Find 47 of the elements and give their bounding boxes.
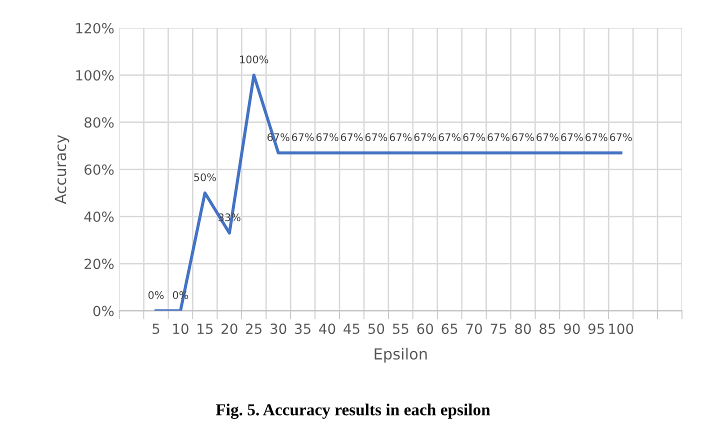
x-tick-label: 5	[152, 324, 160, 334]
data-label: 67%	[365, 133, 388, 142]
text: Fig. 5. Accuracy results in each epsilon	[216, 404, 490, 419]
data-label: 67%	[292, 133, 314, 142]
x-tick-label: 45	[344, 324, 360, 334]
y-tick-label: 0%	[93, 306, 114, 316]
y-tick-label: 40%	[84, 211, 114, 222]
x-tick-label: 75	[490, 324, 506, 334]
y-tick-label: 60%	[84, 164, 114, 175]
data-label: 67%	[438, 133, 461, 142]
y-tick-label: 120%	[76, 22, 114, 34]
x-tick-label: 65	[442, 324, 458, 334]
x-tick-label: 90	[564, 324, 580, 334]
data-label: 67%	[536, 133, 558, 142]
data-label: 100%	[240, 56, 268, 64]
x-tick-label: 40	[319, 324, 336, 334]
y-tick-label: 80%	[84, 117, 114, 128]
data-label: 67%	[390, 133, 412, 142]
x-tick-label: 20	[222, 324, 238, 334]
x-tick-label: 85	[540, 324, 556, 334]
y-tick-label: 100%	[76, 70, 114, 81]
data-label: 67%	[512, 133, 534, 142]
data-label: 67%	[561, 133, 583, 142]
data-label: 67%	[488, 133, 510, 142]
y-tick-label: 20%	[84, 258, 114, 270]
data-label: 67%	[316, 133, 338, 142]
data-label: 67%	[586, 133, 608, 142]
x-tick-label: 95	[588, 324, 604, 334]
data-label: 67%	[463, 133, 486, 142]
x-tick-label: 55	[392, 324, 408, 334]
x-tick-label: 10	[173, 324, 188, 334]
data-label: 0%	[148, 291, 164, 300]
data-label: 67%	[610, 133, 632, 142]
x-tick-label: 35	[295, 324, 310, 334]
x-tick-label: 15	[198, 324, 213, 334]
x-tick-label: 50	[368, 324, 384, 334]
x-tick-label: 60	[417, 324, 434, 334]
data-label: 67%	[340, 133, 363, 142]
x-tick-label: 70	[466, 324, 482, 334]
x-axis-title: Epsilon	[374, 348, 427, 363]
data-label: 50%	[194, 173, 216, 182]
y-axis-title: Accuracy	[54, 134, 70, 204]
x-tick-label: 80	[515, 324, 531, 334]
data-label: 67%	[414, 133, 436, 142]
x-tick-label: 25	[246, 324, 262, 334]
x-tick-label: 100	[609, 324, 634, 334]
x-tick-label: 30	[270, 324, 286, 334]
